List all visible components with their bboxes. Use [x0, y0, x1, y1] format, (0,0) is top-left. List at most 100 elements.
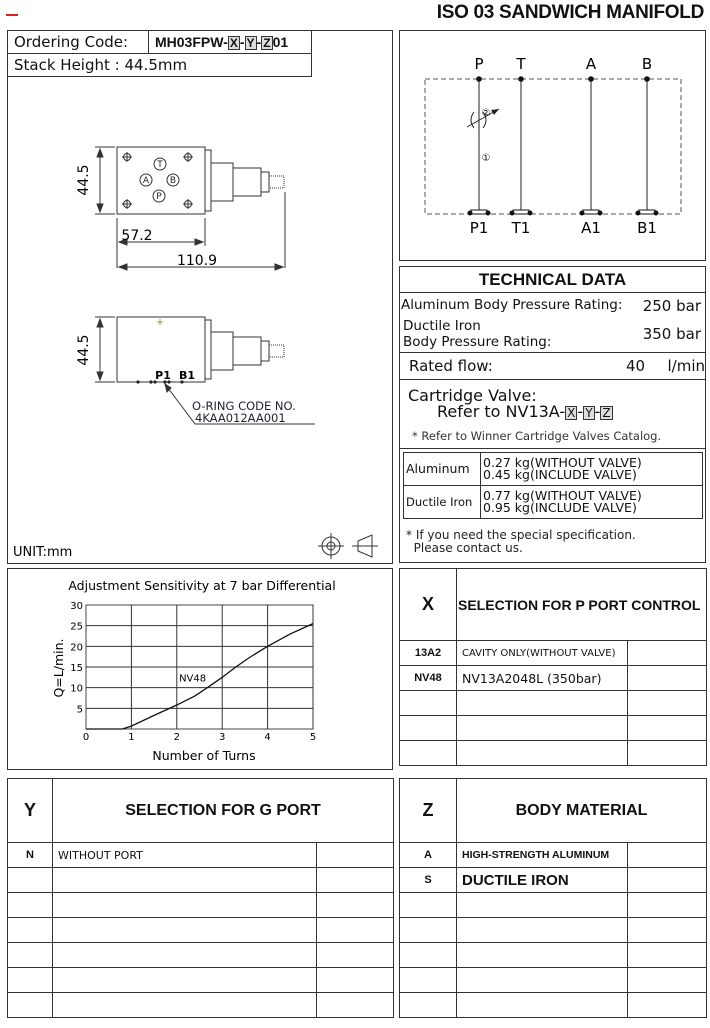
option-code — [7, 867, 53, 893]
seal-dot — [653, 210, 659, 216]
empty-cell — [626, 992, 708, 1018]
empty-cell — [626, 842, 708, 868]
port-seal — [470, 209, 488, 215]
top-port-label: A — [586, 55, 597, 73]
table-row — [7, 992, 394, 1018]
weight-without: 0.27 kg(WITHOUT VALVE) — [483, 455, 642, 470]
empty-cell — [626, 892, 708, 918]
di-label-1: Ductile Iron — [403, 318, 481, 334]
table-row — [7, 967, 394, 993]
code-x-box: X — [227, 36, 240, 50]
empty-cell — [316, 917, 394, 943]
oring-leader-line — [164, 383, 315, 425]
top-view-flange — [204, 149, 212, 212]
special-note-1: * If you need the special specification. — [406, 528, 636, 542]
cartridge-x-box: X — [565, 406, 578, 420]
option-code: 13A2 — [399, 640, 457, 666]
x-tick-label: 3 — [219, 732, 225, 743]
oring-code: 4KAA012AA001 — [195, 411, 286, 425]
option-code: A — [399, 842, 457, 868]
empty-cell — [626, 917, 708, 943]
weight-include: 0.95 kg(INCLUDE VALVE) — [483, 500, 637, 515]
option-code: NV48 — [399, 665, 457, 691]
code-y-box: Y — [244, 36, 257, 50]
bottom-port-label: P1 — [470, 219, 489, 237]
side-b1-label: B1 — [179, 369, 195, 382]
table-row — [399, 917, 708, 943]
port-a-label: A — [143, 176, 150, 186]
weight-include: 0.45 kg(INCLUDE VALVE) — [483, 467, 637, 482]
cartridge-label: Cartridge Valve: — [408, 386, 537, 405]
top-port-label: B — [642, 55, 652, 73]
seal-dot — [579, 210, 585, 216]
port-dot — [518, 76, 524, 82]
dimension-drawing: 44.5 57.2 110.9 44.5 T A B P P1 B1 O-RIN… — [13, 146, 378, 560]
table-row: NV48 NV13A2048L (350bar) — [399, 665, 708, 691]
option-description: NV13A2048L (350bar) — [456, 665, 628, 691]
table-header: X SELECTION FOR P PORT CONTROL — [399, 568, 708, 641]
table-title: SELECTION FOR G PORT — [52, 778, 394, 843]
y-tick-label: 15 — [70, 663, 83, 674]
option-description — [456, 740, 628, 766]
ordering-code-label: Ordering Code: — [7, 30, 149, 54]
option-code — [399, 892, 457, 918]
option-code — [399, 715, 457, 741]
option-description: CAVITY ONLY(WITHOUT VALVE) — [456, 640, 628, 666]
option-code — [7, 892, 53, 918]
empty-cell — [626, 640, 708, 666]
table-header: Y SELECTION FOR G PORT — [7, 778, 394, 843]
series-line-nv48 — [86, 623, 314, 730]
table-row: A HIGH-STRENGTH ALUMINUM — [399, 842, 708, 868]
option-description: HIGH-STRENGTH ALUMINUM — [456, 842, 628, 868]
oring-label: O-RING CODE NO. — [192, 399, 296, 413]
port-p-label: P — [156, 192, 162, 202]
empty-cell — [626, 740, 708, 766]
option-description — [52, 867, 317, 893]
bottom-port-label: T1 — [511, 219, 531, 237]
table-header: Z BODY MATERIAL — [399, 778, 708, 843]
empty-cell — [316, 867, 394, 893]
y-tick-label: 5 — [77, 704, 83, 715]
manifold-boundary — [424, 78, 682, 215]
weight-row-aluminum: Aluminum 0.27 kg(WITHOUT VALVE) 0.45 kg(IN… — [403, 452, 703, 486]
cartridge-z-box: Z — [600, 406, 613, 420]
dim-length: 110.9 — [177, 253, 217, 269]
adjustment-sensitivity-chart: Adjustment Sensitivity at 7 bar Differen… — [51, 578, 336, 763]
x-tick-label: 2 — [174, 732, 180, 743]
seal-dot — [467, 210, 473, 216]
port-seal — [582, 209, 600, 215]
empty-cell — [626, 942, 708, 968]
empty-cell — [626, 967, 708, 993]
option-code — [7, 992, 53, 1018]
x-table: X SELECTION FOR P PORT CONTROL 13A2 CAVITY … — [399, 568, 708, 766]
table-row — [399, 892, 708, 918]
hydraulic-schematic-panel — [399, 30, 706, 261]
table-row — [7, 892, 394, 918]
option-description: DUCTILE IRON — [456, 867, 628, 893]
option-code — [7, 917, 53, 943]
y-tick-label: 20 — [70, 642, 83, 653]
table-row: N WITHOUT PORT — [7, 842, 394, 868]
option-code — [399, 967, 457, 993]
table-title: BODY MATERIAL — [455, 778, 708, 843]
empty-cell — [626, 665, 708, 691]
weight-values: 0.77 kg(WITHOUT VALVE) 0.95 kg(INCLUDE VA… — [480, 485, 703, 519]
code-prefix: MH03FPW- — [155, 34, 228, 50]
empty-cell — [316, 992, 394, 1018]
table-row — [399, 942, 708, 968]
cartridge-ref: Refer to NV13A- X - Y - Z — [437, 402, 613, 421]
option-description — [52, 917, 317, 943]
port-dot — [476, 76, 482, 82]
di-pressure-label: Ductile Iron Body Pressure Rating: — [403, 318, 551, 350]
ordering-code-table: Ordering Code: MH03FPW- X - Y - Z 01 Stack Hei… — [7, 30, 312, 77]
table-row — [399, 690, 708, 716]
catalog-note: * Refer to Winner Cartridge Valves Catal… — [412, 429, 662, 443]
table-key: Y — [7, 778, 53, 843]
option-description — [456, 992, 628, 1018]
weight-material: Ductile Iron — [403, 485, 481, 519]
chart-xlabel: Number of Turns — [152, 748, 255, 763]
ordering-code-value: MH03FPW- X - Y - Z 01 — [148, 30, 312, 54]
empty-cell — [316, 842, 394, 868]
x-tick-label: 0 — [83, 732, 89, 743]
mark-1: ① — [482, 153, 491, 164]
